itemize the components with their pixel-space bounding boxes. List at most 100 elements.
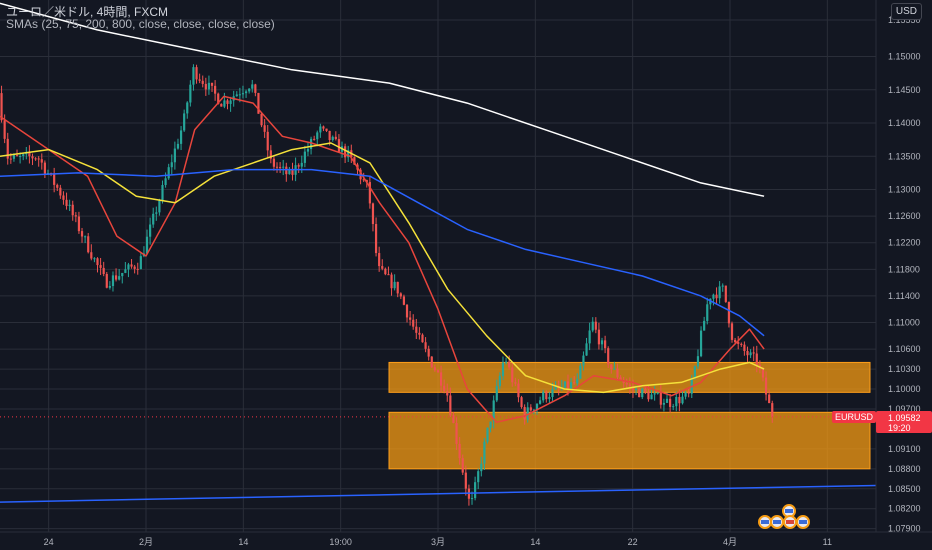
down-candle [529, 407, 532, 411]
up-candle [477, 471, 480, 483]
down-candle [405, 304, 409, 318]
price-axis-panel [876, 0, 932, 532]
up-candle [501, 362, 505, 376]
down-candle [263, 125, 266, 132]
up-candle [347, 150, 350, 158]
symbol-tag-label: EURUSD [835, 412, 874, 422]
up-candle [152, 213, 155, 225]
down-candle [378, 253, 381, 267]
down-candle [616, 368, 619, 378]
currency-button[interactable]: USD [890, 3, 922, 20]
down-candle [368, 182, 371, 204]
price-tick-label: 1.09700 [888, 404, 921, 414]
down-candle [313, 138, 316, 140]
up-candle [591, 321, 594, 331]
economic-events[interactable] [758, 504, 810, 529]
us-flag-event-icon[interactable] [796, 515, 810, 529]
down-candle [647, 391, 650, 400]
down-candle [461, 458, 464, 473]
up-candle [665, 398, 669, 403]
time-axis[interactable]: 24 2月 14 19:00 3月 14 22 4月 11 [44, 537, 832, 547]
up-candle [161, 184, 164, 201]
down-candle [412, 319, 415, 327]
price-tag-countdown: 19:20 [888, 423, 911, 433]
down-candle [3, 120, 6, 139]
support-zone [388, 411, 871, 470]
up-candle [504, 361, 508, 363]
up-candle [238, 94, 241, 96]
down-candle [743, 344, 746, 351]
up-candle [535, 403, 539, 410]
down-candle [226, 100, 229, 104]
up-candle [189, 84, 192, 103]
down-candle [443, 385, 446, 391]
down-candle [752, 352, 755, 354]
down-candle [573, 382, 576, 384]
down-candle [622, 380, 625, 383]
down-candle [0, 93, 3, 121]
down-candle [464, 472, 467, 489]
down-candle [740, 343, 743, 345]
up-candle [173, 148, 176, 163]
down-candle [390, 274, 393, 289]
down-candle [214, 85, 217, 94]
time-axis-panel [0, 532, 932, 550]
up-candle [84, 236, 87, 238]
down-candle [761, 368, 765, 378]
us-flag-event-icon[interactable] [758, 515, 772, 529]
up-candle [331, 136, 334, 141]
down-candle [768, 394, 771, 404]
down-candle [604, 340, 607, 349]
down-candle [446, 390, 449, 396]
down-candle [74, 215, 77, 217]
down-candle [594, 321, 597, 330]
down-candle [260, 113, 263, 126]
price-tick-label: 1.11000 [888, 318, 920, 328]
down-candle [669, 398, 672, 407]
up-candle [121, 272, 124, 277]
down-candle [114, 275, 118, 280]
down-candle [427, 348, 430, 357]
up-candle [22, 154, 25, 157]
down-candle [87, 236, 90, 253]
down-candle [638, 388, 641, 398]
up-candle [124, 269, 127, 273]
up-candle [223, 100, 226, 107]
trendline-layer [0, 484, 877, 503]
sma-indicator-legend[interactable]: SMAs (25, 75, 200, 800, close, close, cl… [6, 17, 275, 31]
up-candle [235, 94, 238, 97]
symbol-legend[interactable]: ユーロ／米ドル, 4時間, FXCM [6, 5, 169, 19]
us-flag-event-icon[interactable] [770, 515, 784, 529]
time-tick-label: 3月 [431, 537, 445, 547]
up-candle [474, 482, 477, 499]
price-tick-label: 1.08800 [888, 464, 921, 474]
down-candle [15, 155, 19, 157]
down-candle [430, 356, 433, 368]
up-candle [699, 330, 703, 357]
up-candle [12, 155, 16, 159]
support-trendline[interactable] [0, 484, 877, 503]
down-candle [6, 138, 9, 159]
down-candle [452, 415, 455, 424]
down-candle [99, 265, 102, 268]
down-candle [610, 364, 613, 370]
price-tick-label: 1.07900 [888, 524, 921, 534]
up-candle [470, 498, 474, 500]
up-candle [316, 132, 319, 140]
down-candle [764, 377, 768, 395]
eu-flag-event-icon[interactable] [783, 515, 797, 529]
up-candle [672, 406, 675, 408]
price-tag-value: 1.09582 [888, 413, 921, 423]
up-candle [582, 355, 585, 366]
down-candle [433, 367, 436, 371]
up-candle [653, 393, 656, 395]
down-candle [337, 139, 341, 152]
up-candle [548, 396, 551, 400]
price-tick-label: 1.12600 [888, 211, 921, 221]
down-candle [737, 342, 740, 344]
down-candle [62, 195, 65, 200]
up-candle [532, 409, 536, 411]
down-candle [730, 323, 734, 340]
down-candle [396, 281, 399, 294]
